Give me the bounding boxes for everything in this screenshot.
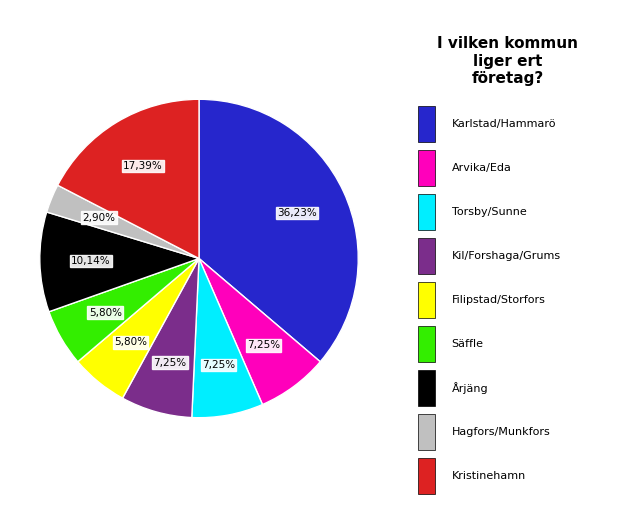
Bar bbox=[417, 370, 435, 406]
Bar bbox=[417, 414, 435, 450]
Text: 10,14%: 10,14% bbox=[71, 256, 110, 266]
Wedge shape bbox=[40, 212, 199, 312]
Text: 2,90%: 2,90% bbox=[82, 212, 116, 223]
Text: Karlstad/Hammarö: Karlstad/Hammarö bbox=[452, 119, 556, 129]
Wedge shape bbox=[78, 258, 199, 398]
Text: Hagfors/Munkfors: Hagfors/Munkfors bbox=[452, 427, 550, 437]
Text: 7,25%: 7,25% bbox=[247, 341, 280, 351]
Text: Arvika/Eda: Arvika/Eda bbox=[452, 163, 512, 173]
Text: I vilken kommun
liger ert
företag?: I vilken kommun liger ert företag? bbox=[437, 36, 578, 86]
Text: Kristinehamn: Kristinehamn bbox=[452, 470, 526, 481]
Bar bbox=[417, 194, 435, 230]
Text: Filipstad/Storfors: Filipstad/Storfors bbox=[452, 295, 546, 305]
Text: 36,23%: 36,23% bbox=[277, 208, 317, 218]
Bar bbox=[417, 150, 435, 186]
Text: 5,80%: 5,80% bbox=[114, 338, 147, 347]
Bar bbox=[417, 282, 435, 318]
Bar bbox=[417, 238, 435, 274]
Wedge shape bbox=[192, 258, 263, 418]
Bar bbox=[417, 458, 435, 494]
Text: Kil/Forshaga/Grums: Kil/Forshaga/Grums bbox=[452, 251, 561, 261]
Text: 7,25%: 7,25% bbox=[202, 360, 235, 370]
Wedge shape bbox=[58, 99, 199, 258]
Bar bbox=[417, 106, 435, 142]
Text: Torsby/Sunne: Torsby/Sunne bbox=[452, 207, 526, 217]
Text: Säffle: Säffle bbox=[452, 339, 483, 349]
Wedge shape bbox=[199, 99, 358, 362]
Text: 5,80%: 5,80% bbox=[89, 308, 122, 317]
Wedge shape bbox=[47, 185, 199, 258]
Wedge shape bbox=[123, 258, 199, 418]
Bar bbox=[417, 326, 435, 362]
Text: 17,39%: 17,39% bbox=[123, 161, 162, 171]
Text: 7,25%: 7,25% bbox=[153, 358, 186, 368]
Wedge shape bbox=[49, 258, 199, 362]
Wedge shape bbox=[199, 258, 320, 404]
Text: Årjäng: Årjäng bbox=[452, 382, 489, 394]
